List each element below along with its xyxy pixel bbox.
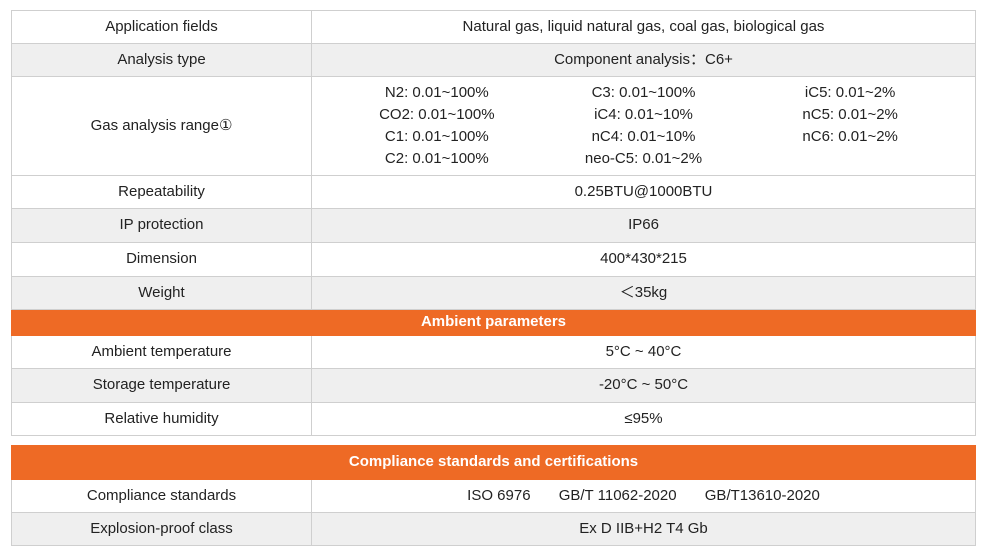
table-row: Repeatability 0.25BTU@1000BTU	[11, 175, 976, 209]
row-value: ≤95%	[311, 402, 976, 436]
table-row: Explosion-proof class Ex D IIB+H2 T4 Gb	[11, 512, 976, 546]
table-row: Ambient temperature 5°C ~ 40°C	[11, 335, 976, 369]
gas-range-item: C2: 0.01~100%	[384, 150, 489, 167]
compliance-table: Compliance standards and certifications …	[11, 445, 976, 546]
row-label: Application fields	[11, 10, 312, 44]
section-header-row: Compliance standards and certifications	[11, 445, 976, 480]
row-value: IP66	[311, 208, 976, 243]
row-value: 5°C ~ 40°C	[311, 335, 976, 369]
gas-range-item: iC4: 0.01~10%	[594, 106, 693, 123]
row-label: Ambient temperature	[11, 335, 312, 369]
row-label: Explosion-proof class	[11, 512, 312, 546]
table-row: Gas analysis range① N2: 0.01~100% CO2: 0…	[11, 76, 976, 176]
row-label: Dimension	[11, 242, 312, 277]
gas-range-item: N2: 0.01~100%	[384, 84, 489, 101]
gas-range-item: C1: 0.01~100%	[384, 128, 489, 145]
row-value: ＜35kg	[311, 276, 976, 310]
table-row: Compliance standards ISO 6976 GB/T 11062…	[11, 479, 976, 513]
table-row: IP protection IP66	[11, 208, 976, 243]
table-row: Analysis type Component analysis：C6+	[11, 43, 976, 77]
gas-range-item: neo-C5: 0.01~2%	[584, 150, 703, 167]
compliance-header: Compliance standards and certifications	[11, 445, 976, 480]
standard-item: GB/T 11062-2020	[558, 486, 677, 504]
standard-item: GB/T13610-2020	[704, 486, 820, 504]
table-row: Dimension 400*430*215	[11, 242, 976, 277]
row-label: Gas analysis range①	[11, 76, 312, 176]
table-row: Application fields Natural gas, liquid n…	[11, 10, 976, 44]
row-label: Compliance standards	[11, 479, 312, 513]
spec-table: Application fields Natural gas, liquid n…	[11, 10, 976, 436]
table-row: Relative humidity ≤95%	[11, 402, 976, 436]
gas-range-item: nC5: 0.01~2%	[802, 106, 898, 123]
section-header-row: Ambient parameters	[11, 309, 976, 336]
row-label: IP protection	[11, 208, 312, 243]
gas-range-column: iC5: 0.01~2% nC5: 0.01~2% nC6: 0.01~2%	[747, 82, 954, 170]
row-label: Relative humidity	[11, 402, 312, 436]
gas-range-item: CO2: 0.01~100%	[379, 106, 495, 123]
row-label: Weight	[11, 276, 312, 310]
gas-range-column: N2: 0.01~100% CO2: 0.01~100% C1: 0.01~10…	[334, 82, 541, 170]
row-value: Component analysis：C6+	[311, 43, 976, 77]
standards-cell: ISO 6976 GB/T 11062-2020 GB/T13610-2020	[311, 479, 976, 513]
table-row: Weight ＜35kg	[11, 276, 976, 310]
standard-item: ISO 6976	[467, 486, 531, 504]
row-label: Storage temperature	[11, 368, 312, 403]
row-value: Ex D IIB+H2 T4 Gb	[311, 512, 976, 546]
row-value: 0.25BTU@1000BTU	[311, 175, 976, 209]
gas-range-item: nC6: 0.01~2%	[802, 128, 898, 145]
row-value: 400*430*215	[311, 242, 976, 277]
row-value: -20°C ~ 50°C	[311, 368, 976, 403]
gas-range-grid: N2: 0.01~100% CO2: 0.01~100% C1: 0.01~10…	[334, 82, 954, 170]
gas-range-cell: N2: 0.01~100% CO2: 0.01~100% C1: 0.01~10…	[311, 76, 976, 176]
gas-range-column: C3: 0.01~100% iC4: 0.01~10% nC4: 0.01~10…	[540, 82, 747, 170]
gas-range-item: C3: 0.01~100%	[591, 84, 696, 101]
gas-range-item: iC5: 0.01~2%	[804, 84, 896, 101]
row-value: Natural gas, liquid natural gas, coal ga…	[311, 10, 976, 44]
gas-range-item: nC4: 0.01~10%	[591, 128, 696, 145]
ambient-header: Ambient parameters	[11, 309, 976, 336]
table-row: Storage temperature -20°C ~ 50°C	[11, 368, 976, 403]
row-label: Repeatability	[11, 175, 312, 209]
row-label: Analysis type	[11, 43, 312, 77]
